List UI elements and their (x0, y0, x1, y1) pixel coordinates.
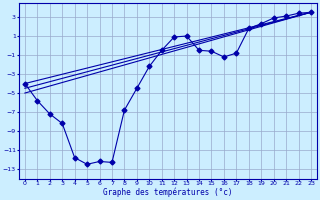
X-axis label: Graphe des températures (°c): Graphe des températures (°c) (103, 188, 233, 197)
